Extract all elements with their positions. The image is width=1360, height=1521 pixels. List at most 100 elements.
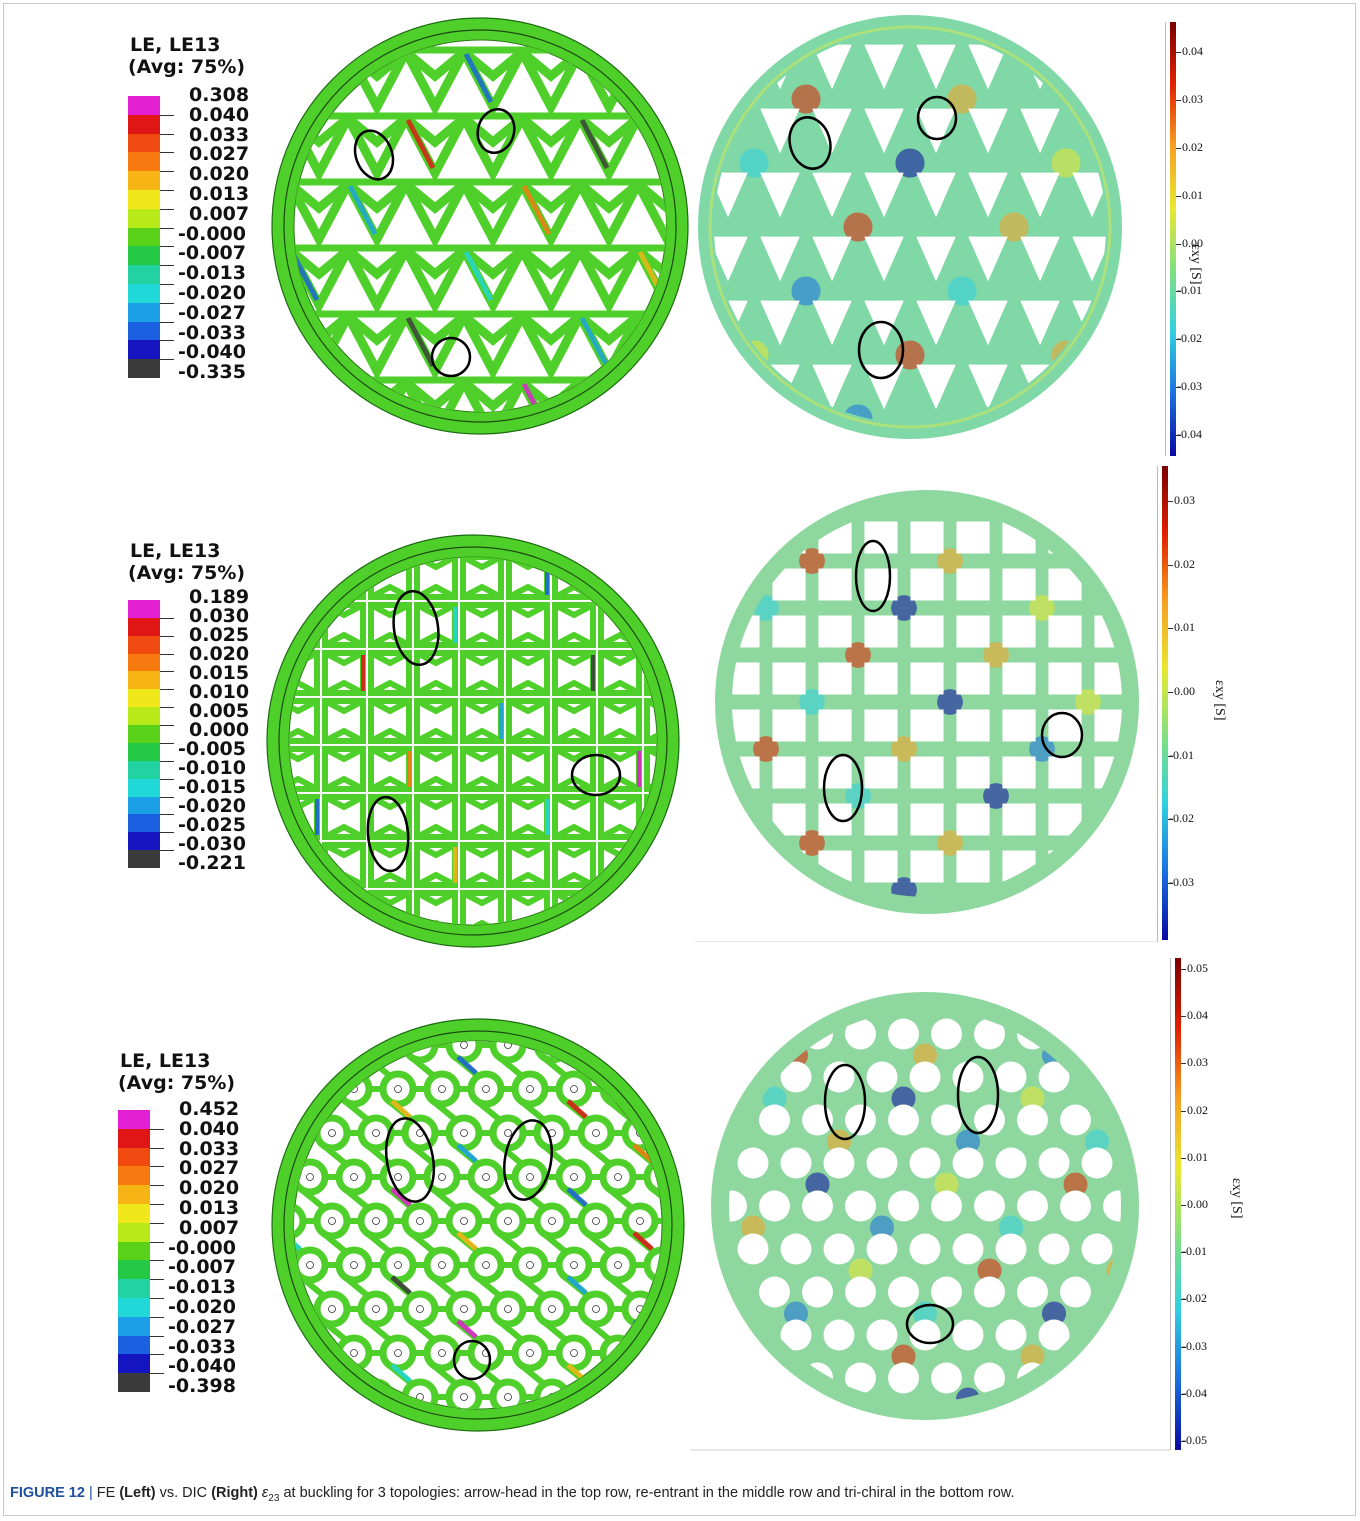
dic-tick-label: -0.02	[1177, 331, 1202, 346]
fe-legend-label: 0.040	[179, 1117, 240, 1140]
fe-colorbar-band	[128, 671, 160, 690]
fe-colorbar-band	[128, 796, 160, 815]
dic-tick-label: -0.03	[1182, 1338, 1207, 1353]
dic-colorbar-3: 0.05 0.04 0.03 0.02 0.01 0.00 -0.01 -0.02 -0.03 -…	[1170, 958, 1260, 1454]
fe-colorbar-band	[128, 742, 160, 762]
dic-tick-label: -0.02	[1182, 1291, 1207, 1306]
dic-field-2	[695, 490, 1155, 942]
fe-legend-label: -0.000	[178, 222, 246, 245]
fe-legend-label: 0.007	[179, 1216, 240, 1239]
fe-legend-label: 0.020	[179, 1177, 240, 1200]
dic-tick-label: -0.03	[1177, 379, 1202, 394]
fe-colorbar	[128, 96, 174, 379]
dic-tick-label: 0.01	[1187, 1149, 1208, 1164]
caption-separator: |	[88, 1485, 93, 1501]
fe-legend-label: 0.000	[189, 719, 250, 741]
fe-colorbar	[128, 600, 174, 869]
fe-colorbar-band	[128, 617, 160, 637]
fe-colorbar-band	[128, 321, 160, 341]
fe-legend-label: 0.013	[189, 183, 250, 205]
fe-colorbar-band	[118, 1185, 150, 1205]
fe-legend-label: -0.335	[178, 361, 246, 384]
highlight-ellipse	[788, 116, 832, 170]
fe-colorbar-band	[128, 653, 160, 672]
dic-tick-label: 0.04	[1187, 1008, 1208, 1023]
fe-colorbar-band	[128, 96, 160, 116]
fe-colorbar-band	[118, 1298, 150, 1318]
fe-legend-label: -0.221	[178, 852, 246, 874]
fe-colorbar-band	[118, 1204, 150, 1224]
fe-legend-label: 0.005	[189, 700, 250, 722]
fe-colorbar-band	[118, 1110, 150, 1130]
dic-colorbar-2: 0.03 0.02 0.01 0.00 -0.01 -0.02 -0.03 εxy [S]	[1157, 466, 1247, 944]
fe-colorbar-band	[128, 152, 160, 172]
fe-colorbar-band	[128, 725, 160, 744]
dic-tick-label: -0.04	[1182, 1385, 1207, 1400]
dic-tick-label: -0.01	[1177, 283, 1202, 298]
highlight-ellipse	[905, 1303, 955, 1345]
highlight-ellipse	[452, 1339, 492, 1381]
fe-legend-label: 0.013	[179, 1197, 240, 1219]
fe-colorbar-band	[128, 284, 160, 304]
dic-field-3	[690, 992, 1170, 1451]
fe-legend-label: 0.033	[189, 123, 250, 146]
highlight-ellipse	[384, 1117, 436, 1203]
fe-legend-subtitle: (Avg: 75%)	[118, 1072, 236, 1094]
fe-legend-label: 0.010	[189, 681, 250, 703]
dic-axis-label: εxy [S]	[1212, 680, 1227, 721]
fe-colorbar-band	[128, 133, 160, 153]
dic-tick-label: 0.00	[1174, 684, 1195, 698]
fe-colorbar-band	[118, 1128, 150, 1149]
dic-colorbar-gradient	[1162, 466, 1168, 940]
fe-legend-label: -0.040	[178, 341, 246, 364]
fe-colorbar-band	[128, 778, 160, 798]
dic-colorbar-1: 0.04 0.03 0.02 0.01 0.00 -0.01 -0.02 -0.03 -0.04…	[1165, 22, 1255, 462]
fe-legend-label: 0.027	[189, 143, 250, 166]
dic-tick-label: 0.05	[1187, 961, 1208, 975]
fe-colorbar-band	[128, 340, 160, 360]
fe-legend-label: 0.452	[179, 1098, 240, 1120]
highlight-ellipse	[823, 1063, 867, 1141]
fe-legend-label: 0.040	[189, 103, 250, 126]
fe-legend-label: -0.007	[168, 1256, 236, 1279]
dic-tick-label: 0.02	[1174, 556, 1195, 571]
fe-colorbar-band	[128, 689, 160, 708]
fe-legend-title: LE, LE13	[120, 1050, 211, 1072]
fe-colorbar-band	[128, 600, 160, 619]
highlight-ellipse	[353, 129, 395, 181]
fe-legend-1: LE, LE13 (Avg: 75%) 0.308 0.040 0.033 0.027…	[128, 34, 278, 394]
dic-tick-label: -0.04	[1177, 427, 1202, 441]
fe-legend-label: 0.027	[179, 1157, 240, 1180]
fe-legend-label: -0.025	[178, 814, 246, 836]
fe-legend-label: 0.033	[179, 1137, 240, 1160]
caption-figure-number: FIGURE 12	[10, 1485, 85, 1501]
fe-colorbar-band	[128, 227, 160, 247]
dic-tick-label: -0.05	[1182, 1433, 1207, 1447]
fe-colorbar-band	[118, 1166, 150, 1186]
fe-colorbar-band	[128, 302, 160, 323]
fe-colorbar-band	[128, 114, 160, 135]
fe-colorbar-band	[118, 1373, 150, 1393]
fe-legend-label: -0.030	[178, 833, 246, 855]
fe-legend-2: LE, LE13 (Avg: 75%) 0.189 0.030 0.025 0.020…	[128, 540, 278, 880]
fe-colorbar-band	[128, 814, 160, 833]
highlight-ellipse	[822, 753, 864, 823]
fe-legend-label: -0.010	[178, 757, 246, 779]
fe-colorbar-band	[128, 635, 160, 655]
caption-text: at buckling for 3 topologies: arrow-head…	[283, 1485, 1015, 1501]
dic-axis-label: εxy [S]	[1229, 1178, 1244, 1219]
dic-axis-label: εxy [S]	[1188, 244, 1203, 285]
fe-legend-label: 0.308	[189, 84, 250, 106]
dic-tick-label: -0.01	[1169, 747, 1194, 762]
caption-symbol: ε23	[261, 1485, 280, 1504]
highlight-ellipse	[916, 95, 958, 141]
fe-colorbar	[118, 1110, 164, 1393]
fe-colorbar-band	[128, 171, 160, 191]
fe-colorbar-band	[118, 1354, 150, 1374]
fe-legend-label: 0.015	[189, 662, 250, 684]
fe-colorbar-band	[128, 850, 160, 869]
fe-model-trichiral	[271, 1018, 685, 1432]
fe-colorbar-band	[128, 190, 160, 210]
dic-tick-label: 0.01	[1174, 620, 1195, 635]
highlight-ellipse	[430, 336, 472, 378]
